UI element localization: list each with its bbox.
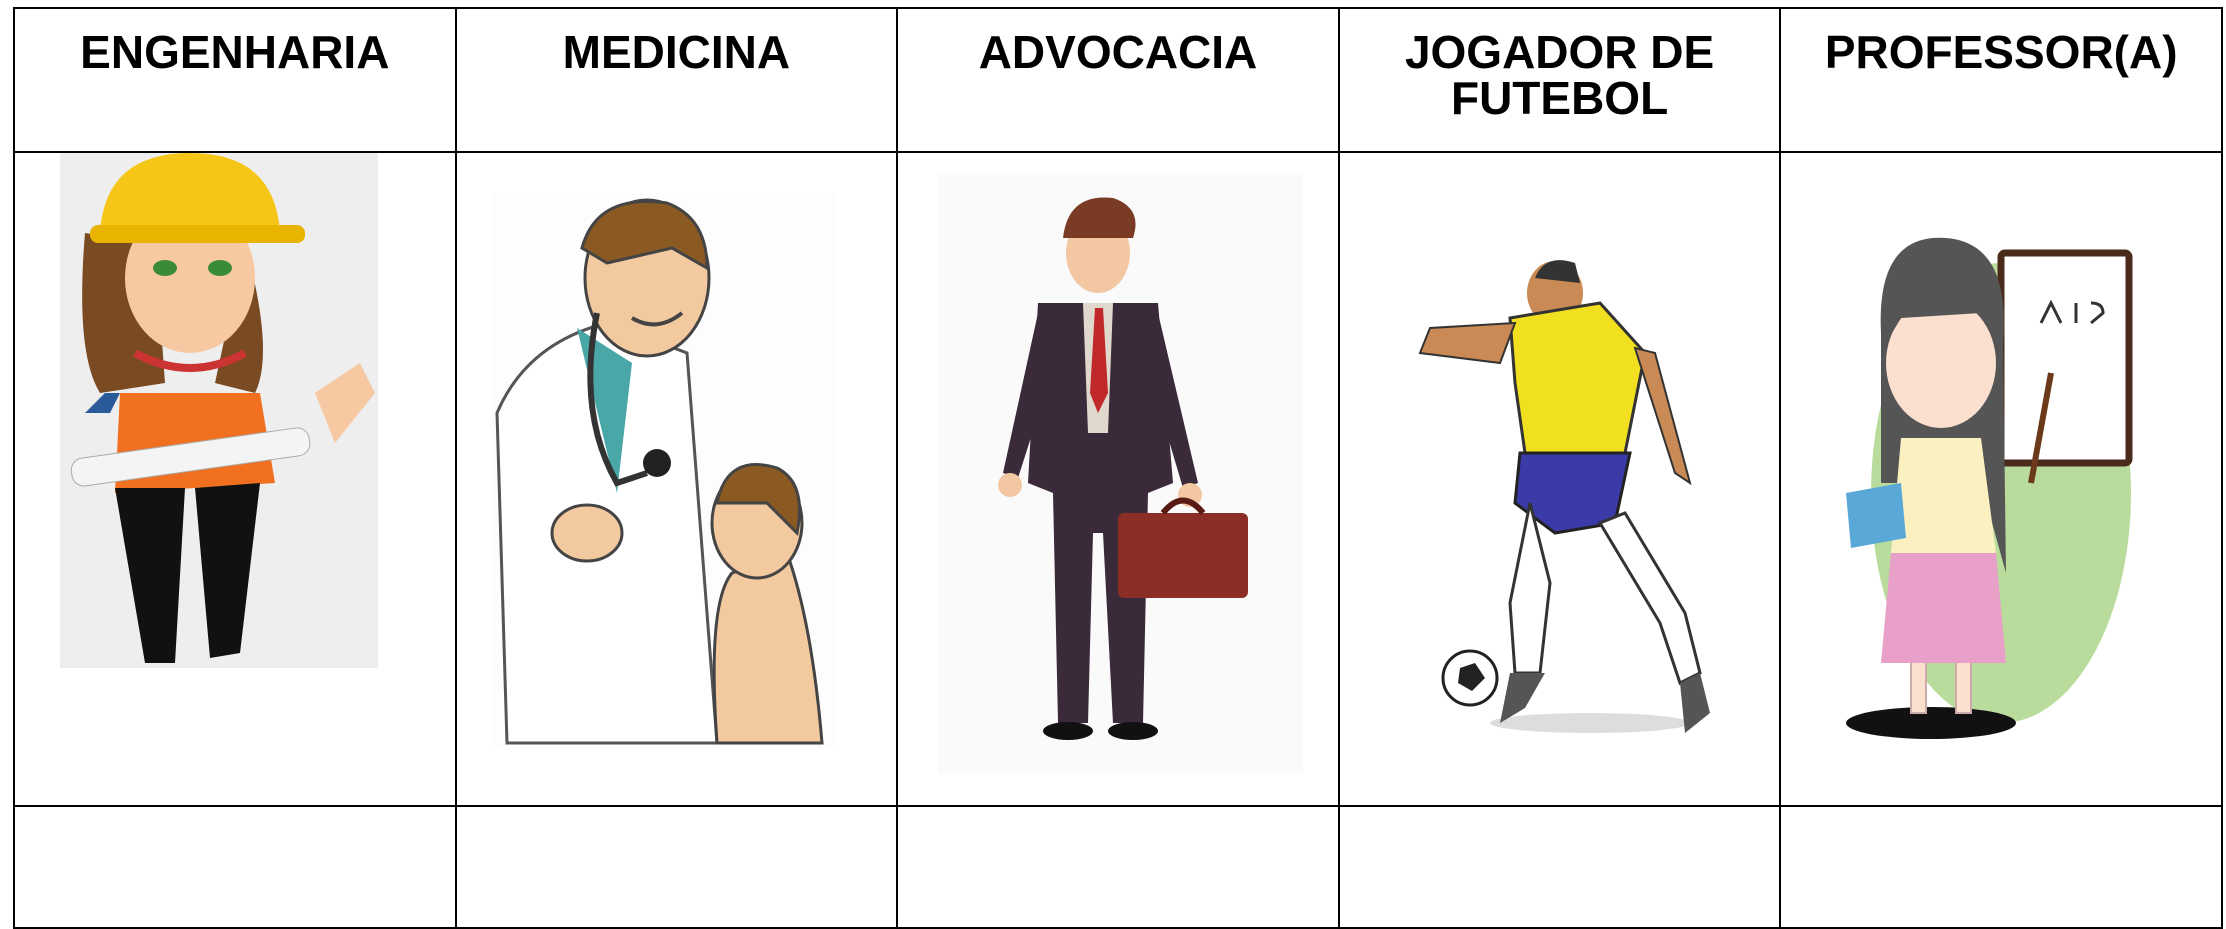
image-row (13, 151, 2223, 807)
header-cell: PROFESSOR(A) (1779, 7, 2223, 153)
empty-cell (896, 805, 1340, 929)
doctor-illustration (491, 193, 837, 748)
header-cell: ENGENHARIA (13, 7, 457, 153)
teacher-illustration (1846, 237, 2133, 739)
lawyer-illustration (938, 173, 1304, 773)
header-cell: ADVOCACIA (896, 7, 1340, 153)
empty-cell (13, 805, 457, 929)
empty-row (13, 805, 2223, 929)
image-cell (1337, 151, 1782, 807)
page: {"table": {"header": ["ENGENHARIA", "MED… (13, 7, 2223, 929)
engineer-illustration (60, 153, 378, 668)
image-cell (13, 151, 457, 807)
header-cell: JOGADOR DE FUTEBOL (1337, 7, 1782, 153)
image-cell (896, 151, 1340, 807)
empty-cell (454, 805, 899, 929)
header-cell: MEDICINA (454, 7, 899, 153)
professions-table: ENGENHARIA MEDICINA ADVOCACIA JOGADOR DE… (13, 7, 2223, 929)
image-cell (454, 151, 899, 807)
football-player-illustration (1418, 260, 1710, 733)
header-row: ENGENHARIA MEDICINA ADVOCACIA JOGADOR DE… (13, 7, 2223, 153)
empty-cell (1779, 805, 2223, 929)
image-cell (1779, 151, 2223, 807)
empty-cell (1337, 805, 1782, 929)
